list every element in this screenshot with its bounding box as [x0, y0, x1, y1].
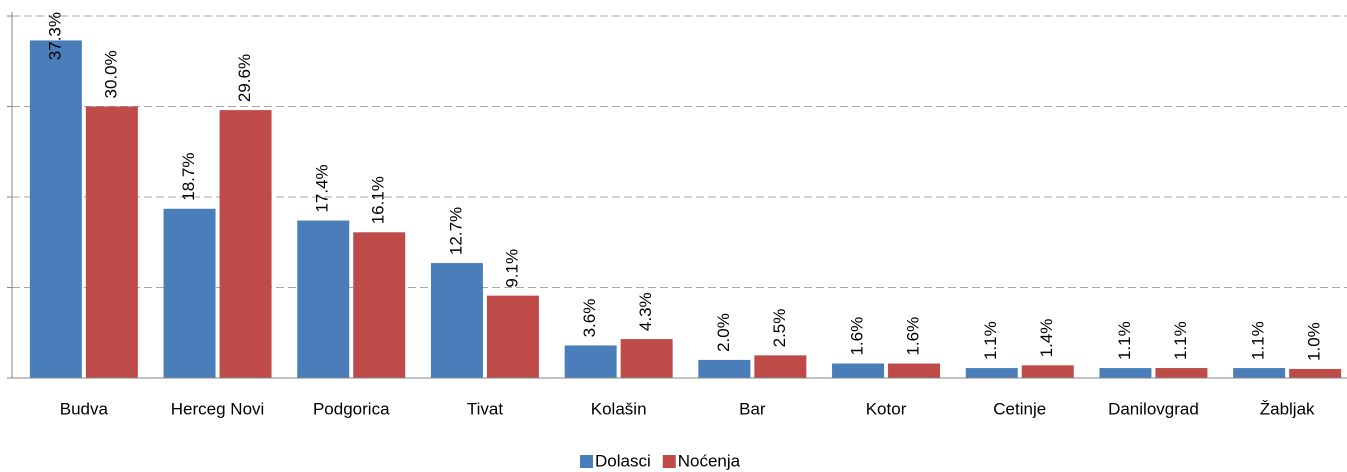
value-label: 1.6%: [904, 317, 923, 356]
value-label: 1.6%: [848, 317, 867, 356]
value-label: 17.4%: [313, 164, 332, 212]
bar: [965, 368, 1018, 378]
value-label: 2.5%: [770, 309, 789, 348]
bar: [353, 232, 406, 378]
x-tick-label: Budva: [60, 399, 109, 418]
x-tick-label: Podgorica: [313, 399, 390, 418]
bar: [620, 339, 673, 378]
bar: [1021, 365, 1074, 378]
value-label: 4.3%: [636, 292, 655, 331]
bar: [219, 110, 272, 379]
bar: [1155, 368, 1208, 378]
value-label: 2.0%: [714, 313, 733, 352]
bar: [754, 355, 807, 378]
x-tick-label: Kolašin: [591, 399, 647, 418]
legend-label: Dolasci: [595, 451, 651, 470]
value-label: 1.0%: [1305, 322, 1324, 361]
value-label: 30.0%: [101, 50, 120, 98]
x-tick-label: Kotor: [866, 399, 907, 418]
value-label: 1.1%: [1171, 321, 1190, 360]
x-tick-label: Žabljak: [1260, 399, 1315, 418]
value-label: 29.6%: [235, 54, 254, 102]
value-label: 3.6%: [580, 299, 599, 338]
value-label: 1.4%: [1037, 319, 1056, 358]
bar: [564, 345, 617, 378]
x-tick-label: Bar: [739, 399, 766, 418]
bar: [430, 263, 483, 378]
value-label: 1.1%: [1249, 321, 1268, 360]
bar: [29, 40, 82, 379]
value-label: 1.1%: [981, 321, 1000, 360]
x-tick-label: Tivat: [467, 399, 503, 418]
value-label: 18.7%: [179, 153, 198, 201]
legend-label: Noćenja: [678, 451, 741, 470]
bar: [888, 363, 941, 378]
bar: [486, 295, 539, 378]
bar: [1289, 368, 1342, 378]
bar: [832, 363, 885, 378]
x-tick-label: Danilovgrad: [1108, 399, 1199, 418]
x-tick-label: Herceg Novi: [171, 399, 265, 418]
bar: [698, 359, 751, 378]
bar: [85, 106, 138, 378]
bar: [163, 208, 216, 378]
value-label: 1.1%: [1115, 321, 1134, 360]
x-tick-label: Cetinje: [993, 399, 1046, 418]
bar: [1233, 368, 1286, 378]
legend-swatch: [580, 455, 593, 468]
legend-swatch: [662, 455, 676, 468]
value-label: 16.1%: [369, 176, 388, 224]
value-label: 12.7%: [446, 207, 465, 255]
value-label: 9.1%: [502, 249, 521, 288]
bar: [297, 220, 350, 378]
value-label: 37.3%: [45, 12, 64, 60]
bar: [1099, 368, 1152, 378]
